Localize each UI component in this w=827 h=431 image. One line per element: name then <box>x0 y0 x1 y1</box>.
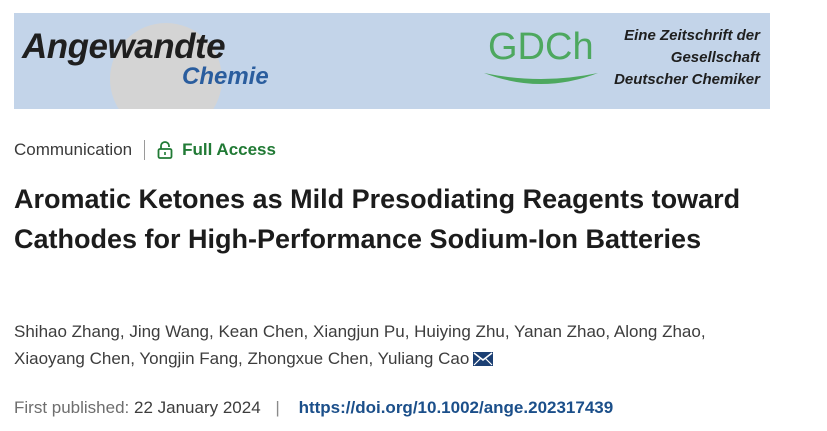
society-name: Eine Zeitschrift der Gesellschaft Deutsc… <box>614 25 760 91</box>
envelope-icon[interactable] <box>473 352 494 366</box>
journal-name-line2: Chemie <box>182 63 269 90</box>
banner-circle-decoration <box>110 23 222 109</box>
society-name-line: Eine Zeitschrift der <box>624 27 760 44</box>
author-link[interactable]: Jing Wang <box>129 322 210 341</box>
meta-divider <box>144 140 146 160</box>
author-link[interactable]: Kean Chen <box>218 322 304 341</box>
gdch-swoosh-icon <box>484 73 598 84</box>
first-published-label: First published: <box>14 398 130 417</box>
article-type: Communication <box>14 140 133 159</box>
author-link[interactable]: Xiaoyang Chen <box>14 349 131 368</box>
journal-name-line1: Angewandte <box>22 27 226 66</box>
journal-banner[interactable]: Angewandte Chemie GDCh Eine Zeitschrift … <box>14 13 770 109</box>
article-title: Aromatic Ketones as Mild Presodiating Re… <box>14 184 741 254</box>
access-badge: Full Access <box>182 140 276 159</box>
society-logo-text: GDCh <box>488 26 594 68</box>
doi-link[interactable]: https://doi.org/10.1002/ange.202317439 <box>298 398 614 417</box>
author-link[interactable]: Yanan Zhao <box>514 322 606 341</box>
first-published-date: 22 January 2024 <box>134 398 261 417</box>
society-name-line: Deutscher Chemiker <box>614 71 760 88</box>
author-link[interactable]: Huiying Zhu <box>414 322 505 341</box>
author-link[interactable]: Xiangjun Pu <box>313 322 405 341</box>
author-link[interactable]: Zhongxue Chen <box>247 349 369 368</box>
author-list: Shihao Zhang, Jing Wang, Kean Chen, Xian… <box>14 322 706 368</box>
author-link[interactable]: Shihao Zhang <box>14 322 120 341</box>
publication-info: First published: 22 January 2024 | https… <box>14 394 613 422</box>
open-lock-icon <box>157 141 173 159</box>
pipe-separator: | <box>275 398 280 417</box>
article-meta: Communication Full Access <box>14 138 276 162</box>
society-name-line: Gesellschaft <box>670 49 760 66</box>
author-link[interactable]: Yongjin Fang <box>139 349 239 368</box>
author-link[interactable]: Yuliang Cao <box>377 349 470 368</box>
author-link[interactable]: Along Zhao <box>613 322 701 341</box>
